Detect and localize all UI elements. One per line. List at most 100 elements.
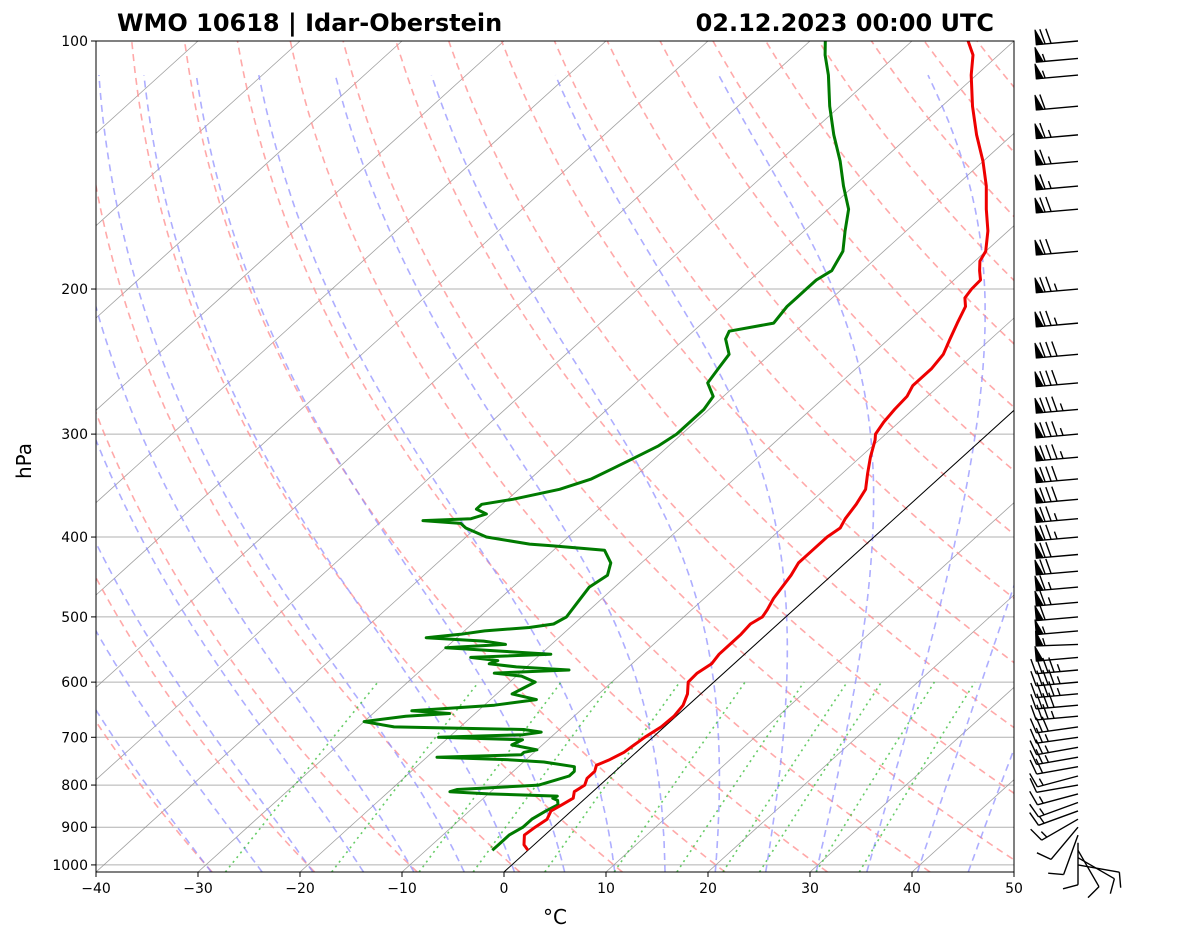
y-tick-label: 200: [61, 282, 88, 298]
wind-barb-full: [1039, 277, 1046, 293]
wind-barb: [1034, 558, 1079, 576]
wind-barb-half: [1047, 129, 1052, 138]
dry-adiabat-line: [342, 41, 1014, 861]
mixing-ratio-line: [722, 681, 848, 872]
moist-adiabat-line: [96, 438, 365, 872]
wind-barb-shaft: [1038, 810, 1079, 826]
wind-barb-pennant: [1034, 487, 1044, 504]
wind-barb-full: [1048, 692, 1055, 708]
wind-barb: [1030, 692, 1079, 710]
wind-barb-shaft: [1036, 669, 1079, 675]
isotherm-lines: [96, 41, 1014, 872]
x-tick-label: 20: [699, 881, 717, 897]
dry-adiabat-line: [96, 576, 316, 872]
wind-barb-half: [1040, 831, 1048, 838]
x-axis-label: °C: [543, 905, 567, 929]
isotherm-line: [96, 41, 301, 227]
wind-barb: [1029, 739, 1079, 756]
wind-barb: [1034, 590, 1079, 607]
wind-barb: [1029, 758, 1079, 775]
wind-barb-full: [1030, 828, 1043, 841]
wind-barb-full: [1039, 542, 1046, 558]
wind-barb-full: [1035, 727, 1043, 743]
wind-barb-full: [1029, 728, 1038, 744]
wind-barb-pennant: [1034, 94, 1044, 111]
isotherm-line: [96, 41, 913, 781]
dry-adiabat-line: [1030, 41, 1181, 872]
wind-barb-shaft: [1036, 746, 1079, 756]
dry-adiabat-line: [606, 41, 1014, 536]
wind-barb-shaft: [1036, 736, 1079, 744]
wind-barb-pennant: [1034, 542, 1044, 559]
wind-barb-half: [1056, 687, 1061, 696]
chart-title-right: 02.12.2023 00:00 UTC: [696, 9, 994, 37]
wind-barb-full: [1051, 444, 1058, 460]
wind-barb: [1034, 28, 1079, 46]
wind-barb-full: [1029, 759, 1038, 775]
wind-barb: [1029, 810, 1079, 826]
dry-adiabat-line: [1083, 41, 1181, 872]
wind-barb: [1034, 149, 1079, 166]
wind-barb-full: [1045, 341, 1052, 357]
dry-adiabat-line: [448, 41, 1014, 729]
wind-barb-half: [1038, 796, 1044, 804]
wind-barb: [1034, 369, 1079, 388]
moist-adiabat-line: [866, 74, 986, 872]
wind-barb-full: [1039, 29, 1046, 45]
wind-barb: [1034, 63, 1079, 80]
wind-barb-full: [1045, 28, 1052, 44]
wind-barb-full: [1039, 445, 1046, 461]
wind-barb: [1029, 790, 1079, 806]
mixing-ratio-line: [472, 681, 613, 872]
wind-barb-full: [1029, 812, 1040, 826]
wind-barb-full: [1042, 704, 1049, 720]
wind-barb-shaft: [1036, 693, 1079, 699]
wind-barb-full: [1045, 506, 1052, 522]
wind-barb-full: [1039, 122, 1046, 138]
wind-barb-full: [1051, 341, 1058, 357]
wind-barb-full: [1045, 396, 1052, 413]
wind-barb-shaft: [1062, 834, 1079, 875]
wind-barb-pennant: [1034, 342, 1044, 359]
wind-barb-full: [1039, 311, 1046, 327]
wind-barb: [1034, 94, 1079, 111]
wind-barb-full: [1042, 681, 1049, 697]
isotherm-line: [299, 225, 1014, 872]
wind-barb-shaft: [1036, 726, 1079, 734]
moist-adiabat-line: [96, 629, 263, 872]
wind-barb-full: [1039, 575, 1046, 591]
moist-adiabat-line: [334, 74, 666, 872]
x-tick-label: 10: [597, 881, 615, 897]
wind-barb-full: [1045, 310, 1052, 326]
wind-barb: [1034, 46, 1079, 63]
dry-adiabat-line: [96, 181, 521, 872]
wind-barb-full: [1039, 604, 1046, 621]
wind-barb-shaft: [1041, 818, 1079, 841]
wind-barb-pennant: [1034, 123, 1044, 140]
wind-barb-half: [1047, 180, 1052, 189]
y-tick-label: 400: [61, 530, 88, 546]
dry-adiabat-line: [183, 41, 726, 872]
wind-barb: [1077, 864, 1122, 888]
wind-barb-full: [1039, 370, 1046, 387]
wind-barbs: [1029, 28, 1122, 899]
wind-barb-half: [1041, 626, 1046, 635]
wind-barb: [1077, 857, 1116, 894]
wind-barb-full: [1042, 693, 1049, 709]
y-axis-label: hPa: [12, 443, 36, 479]
wind-barb-full: [1039, 559, 1046, 575]
wind-barb-pennant: [1034, 239, 1044, 256]
isotherm-line: [809, 686, 1014, 872]
wind-barb-full: [1039, 466, 1046, 483]
wind-barb-full: [1051, 486, 1058, 502]
x-tick-label: −30: [183, 881, 213, 897]
wind-barb: [1034, 575, 1079, 592]
wind-barb: [1034, 196, 1079, 214]
y-tick-label: 800: [61, 778, 88, 794]
wind-barb-shaft: [1077, 864, 1120, 873]
wind-barb: [1029, 801, 1079, 818]
dry-adiabat-line: [131, 41, 623, 872]
wind-barb-full: [1039, 94, 1046, 110]
wind-barb: [1034, 486, 1079, 504]
isotherm-line: [96, 41, 811, 688]
